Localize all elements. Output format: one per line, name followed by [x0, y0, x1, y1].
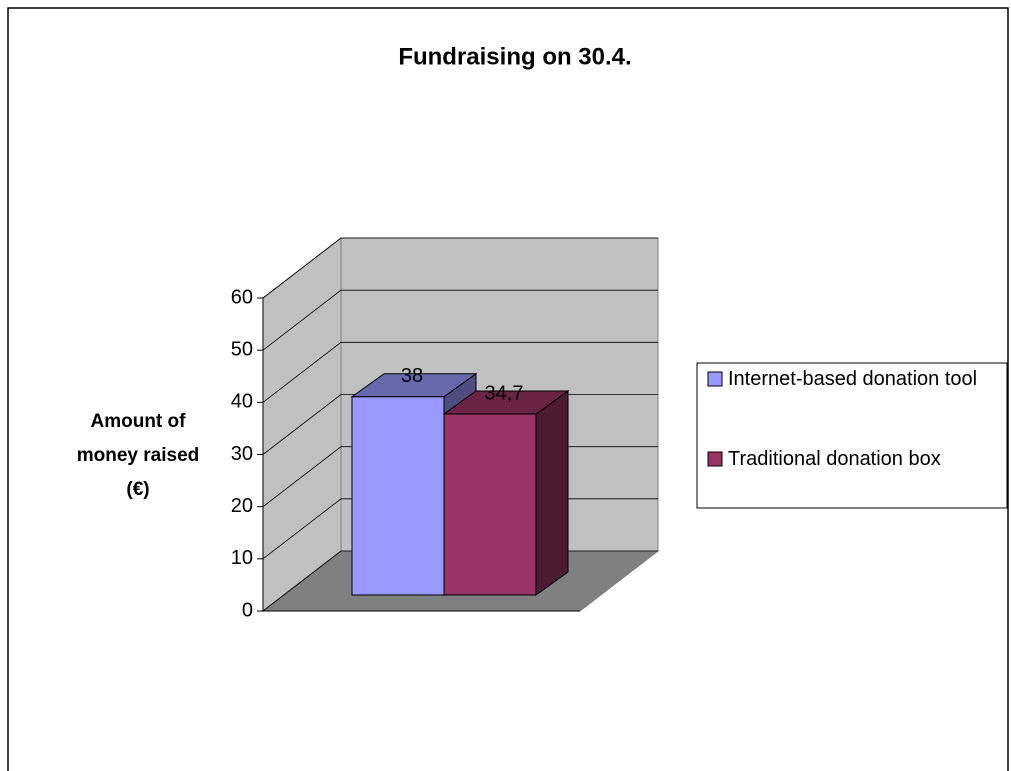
y-tick-label: 60 — [231, 286, 253, 308]
y-tick-label: 30 — [231, 443, 253, 465]
y-tick-label: 0 — [242, 599, 253, 621]
data-label: 34,7 — [485, 382, 524, 404]
y-tick-label: 20 — [231, 495, 253, 517]
legend-entry: Internet-based donation tool — [728, 368, 978, 390]
legend-swatch — [707, 451, 723, 467]
grid-line — [262, 341, 658, 403]
bar — [443, 413, 537, 596]
y-axis-label: Amount of money raised (€) — [76, 411, 200, 500]
bar — [351, 396, 445, 596]
y-tick-label: 40 — [231, 391, 253, 413]
legend-entry: Traditional donation box — [728, 448, 941, 470]
grid-line — [262, 289, 658, 351]
chart-title: Fundraising on 30.4. — [398, 43, 631, 70]
y-tick-label: 50 — [231, 338, 253, 360]
legend-swatch — [707, 371, 723, 387]
legend — [696, 362, 1008, 509]
y-tick-label: 10 — [231, 547, 253, 569]
bar-side — [535, 390, 569, 596]
data-label: 38 — [401, 365, 423, 387]
legend-label: Traditional donation box — [728, 448, 941, 470]
grid-line — [262, 237, 658, 299]
legend-label: Internet-based donation tool — [728, 368, 978, 390]
y-axis-label-box: Amount of money raised (€) — [76, 411, 200, 500]
